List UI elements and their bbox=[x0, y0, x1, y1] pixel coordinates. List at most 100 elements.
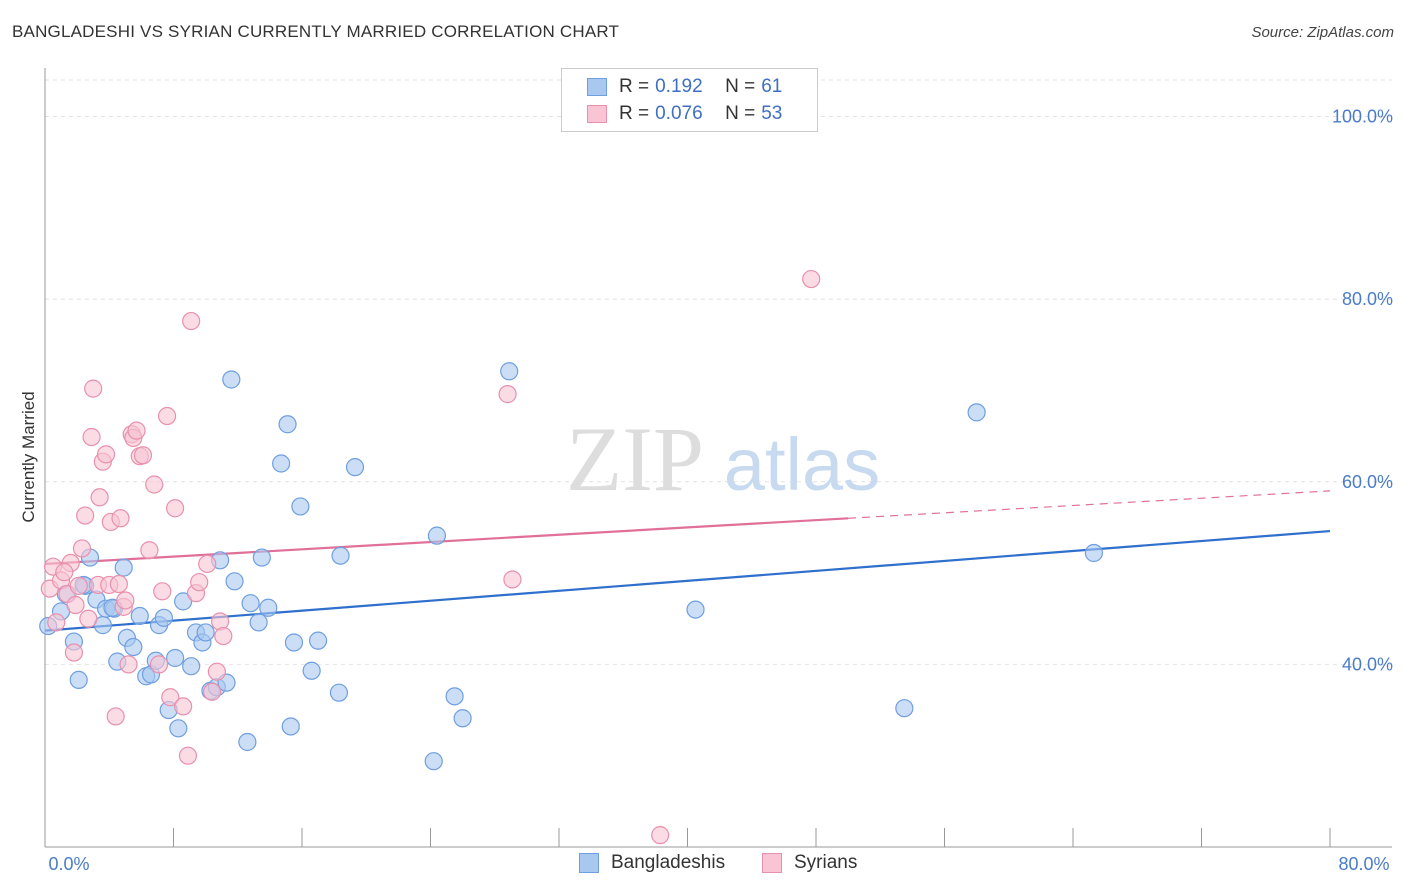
watermark-zip: ZIP bbox=[566, 408, 704, 510]
legend-n-value: 53 bbox=[761, 103, 783, 124]
y-tick-label: 60.0% bbox=[1342, 472, 1393, 492]
point-bangladeshis[interactable] bbox=[895, 699, 914, 718]
point-bangladeshis[interactable] bbox=[124, 637, 143, 657]
point-syrians[interactable] bbox=[111, 509, 130, 528]
point-bangladeshis[interactable] bbox=[345, 458, 365, 477]
point-bangladeshis[interactable] bbox=[1084, 543, 1103, 563]
x-tick-label-min: 0.0% bbox=[48, 854, 89, 874]
point-bangladeshis[interactable] bbox=[284, 633, 304, 652]
series-legend: Bangladeshis Syrians bbox=[0, 852, 1406, 878]
point-bangladeshis[interactable] bbox=[453, 709, 472, 728]
point-bangladeshis[interactable] bbox=[238, 732, 257, 752]
point-syrians[interactable] bbox=[503, 570, 522, 589]
point-bangladeshis[interactable] bbox=[182, 657, 201, 676]
point-bangladeshis[interactable] bbox=[259, 598, 278, 617]
point-bangladeshis[interactable] bbox=[329, 683, 349, 702]
point-syrians[interactable] bbox=[182, 311, 201, 331]
point-syrians[interactable] bbox=[153, 582, 172, 601]
legend-item-syrians[interactable]: Syrians bbox=[762, 852, 857, 874]
chart-title: BANGLADESHI VS SYRIAN CURRENTLY MARRIED … bbox=[12, 22, 620, 41]
point-bangladeshis[interactable] bbox=[241, 594, 260, 613]
point-bangladeshis[interactable] bbox=[424, 752, 443, 771]
data-points bbox=[39, 269, 1103, 845]
legend-swatch-bangladeshis bbox=[587, 78, 607, 96]
point-syrians[interactable] bbox=[145, 475, 164, 494]
point-syrians[interactable] bbox=[133, 446, 153, 465]
point-bangladeshis[interactable] bbox=[281, 717, 300, 736]
legend-swatch-bangladeshis bbox=[579, 853, 599, 873]
point-syrians[interactable] bbox=[47, 613, 66, 632]
point-bangladeshis[interactable] bbox=[114, 558, 133, 577]
point-syrians[interactable] bbox=[174, 697, 193, 716]
point-bangladeshis[interactable] bbox=[302, 661, 321, 680]
point-syrians[interactable] bbox=[119, 655, 138, 674]
point-bangladeshis[interactable] bbox=[222, 370, 241, 389]
point-syrians[interactable] bbox=[178, 746, 198, 765]
y-tick-labels: 100.0% 80.0% 60.0% 40.0% bbox=[1332, 107, 1393, 675]
point-bangladeshis[interactable] bbox=[249, 613, 268, 632]
point-syrians[interactable] bbox=[498, 385, 517, 404]
legend-row-syrians: R = 0.076 N = 53 bbox=[587, 103, 782, 125]
legend-r-label: R = bbox=[619, 103, 650, 124]
point-syrians[interactable] bbox=[802, 269, 821, 289]
point-syrians[interactable] bbox=[55, 563, 74, 582]
legend-label-syrians: Syrians bbox=[794, 852, 858, 873]
point-syrians[interactable] bbox=[651, 826, 670, 845]
point-bangladeshis[interactable] bbox=[427, 526, 447, 545]
point-bangladeshis[interactable] bbox=[686, 600, 705, 619]
point-bangladeshis[interactable] bbox=[272, 454, 291, 473]
legend-n-value: 61 bbox=[761, 76, 783, 97]
point-syrians[interactable] bbox=[149, 655, 169, 674]
point-syrians[interactable] bbox=[90, 488, 109, 507]
point-bangladeshis[interactable] bbox=[174, 592, 193, 611]
point-syrians[interactable] bbox=[66, 595, 85, 615]
point-bangladeshis[interactable] bbox=[500, 362, 519, 381]
point-syrians[interactable] bbox=[69, 576, 88, 595]
point-syrians[interactable] bbox=[84, 379, 103, 398]
point-syrians[interactable] bbox=[82, 427, 101, 447]
point-syrians[interactable] bbox=[207, 662, 226, 681]
point-bangladeshis[interactable] bbox=[331, 546, 350, 565]
point-bangladeshis[interactable] bbox=[154, 608, 173, 627]
point-bangladeshis[interactable] bbox=[69, 670, 88, 690]
point-syrians[interactable] bbox=[198, 554, 217, 574]
point-bangladeshis[interactable] bbox=[196, 623, 215, 642]
point-bangladeshis[interactable] bbox=[252, 548, 271, 567]
point-bangladeshis[interactable] bbox=[967, 403, 986, 422]
point-syrians[interactable] bbox=[190, 573, 209, 592]
point-syrians[interactable] bbox=[140, 541, 159, 560]
point-bangladeshis[interactable] bbox=[445, 687, 464, 706]
point-bangladeshis[interactable] bbox=[169, 719, 188, 738]
point-bangladeshis[interactable] bbox=[308, 631, 328, 650]
legend-label-bangladeshis: Bangladeshis bbox=[611, 852, 726, 873]
point-syrians[interactable] bbox=[116, 591, 135, 610]
legend-row-bangladeshis: R = 0.192 N = 61 bbox=[587, 76, 782, 98]
point-syrians[interactable] bbox=[64, 643, 84, 662]
trend-line-syrians bbox=[44, 517, 849, 566]
point-syrians[interactable] bbox=[76, 506, 95, 525]
point-bangladeshis[interactable] bbox=[130, 606, 149, 626]
legend-n-label: N = bbox=[725, 103, 756, 124]
point-syrians[interactable] bbox=[202, 682, 222, 701]
point-syrians[interactable] bbox=[166, 499, 185, 518]
point-syrians[interactable] bbox=[106, 707, 125, 726]
point-syrians[interactable] bbox=[72, 539, 92, 558]
point-bangladeshis[interactable] bbox=[166, 648, 185, 668]
gridlines bbox=[45, 79, 1392, 665]
point-bangladeshis[interactable] bbox=[291, 497, 310, 516]
point-syrians[interactable] bbox=[127, 421, 146, 440]
x-ticks bbox=[44, 828, 1331, 847]
legend-item-bangladeshis[interactable]: Bangladeshis bbox=[579, 852, 725, 874]
point-syrians[interactable] bbox=[157, 406, 177, 426]
legend-n-label: N = bbox=[725, 76, 756, 97]
point-bangladeshis[interactable] bbox=[278, 415, 297, 434]
point-syrians[interactable] bbox=[96, 445, 116, 464]
y-tick-label: 80.0% bbox=[1342, 289, 1393, 309]
point-syrians[interactable] bbox=[79, 609, 98, 628]
point-syrians[interactable] bbox=[214, 626, 233, 646]
point-bangladeshis[interactable] bbox=[225, 572, 244, 591]
legend-swatch-syrians bbox=[587, 105, 607, 123]
point-syrians[interactable] bbox=[109, 574, 128, 594]
point-syrians[interactable] bbox=[161, 688, 180, 707]
